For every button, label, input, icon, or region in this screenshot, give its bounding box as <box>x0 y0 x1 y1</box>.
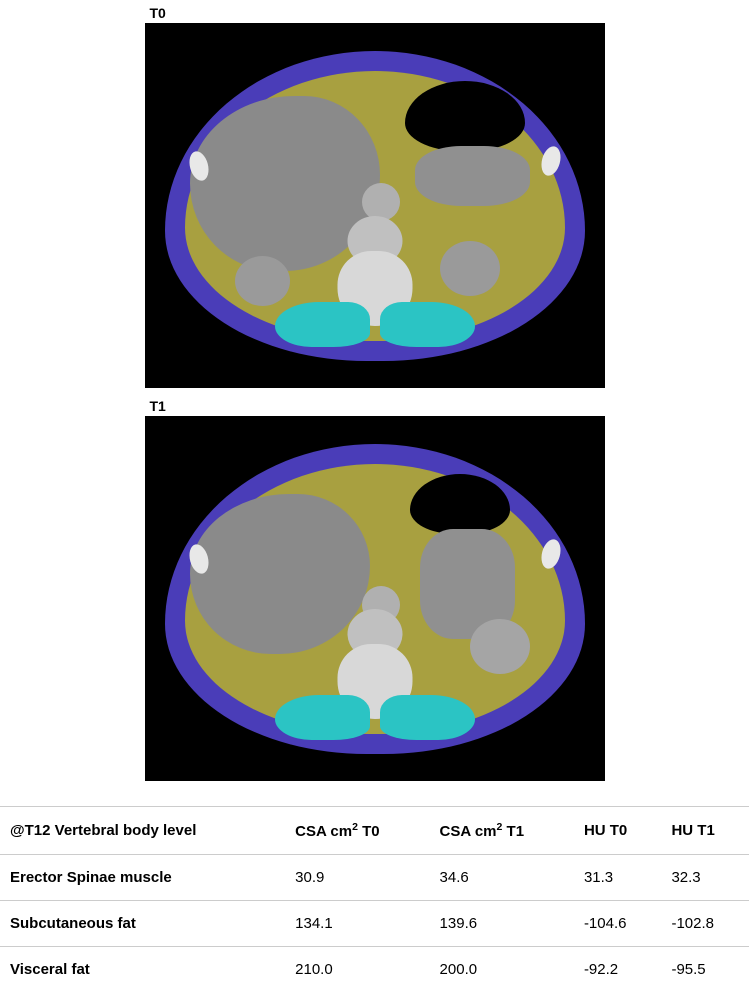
stomach-wall <box>415 146 530 206</box>
erector-spinae-left-overlay <box>275 302 370 347</box>
cell-hu-t0: -92.2 <box>574 947 662 993</box>
cell-hu-t1: 32.3 <box>661 855 749 901</box>
cell-hu-t0: -104.6 <box>574 901 662 947</box>
csa-suffix: T1 <box>502 823 524 840</box>
erector-spinae-left-overlay <box>275 695 370 740</box>
col-header-level: @T12 Vertebral body level <box>0 807 285 855</box>
col-header-csa-t1: CSA cm2 T1 <box>430 807 574 855</box>
ct-body-t1 <box>165 444 585 754</box>
erector-spinae-right-overlay <box>380 302 475 347</box>
cell-csa-t1: 34.6 <box>430 855 574 901</box>
scan-block-t1: T1 <box>145 398 605 781</box>
cell-hu-t1: -102.8 <box>661 901 749 947</box>
ct-scan-t0 <box>145 23 605 388</box>
scan-label-t1: T1 <box>150 398 605 414</box>
cell-csa-t1: 200.0 <box>430 947 574 993</box>
scan-label-t0: T0 <box>150 5 605 21</box>
col-header-csa-t0: CSA cm2 T0 <box>285 807 429 855</box>
table-row: Visceral fat 210.0 200.0 -92.2 -95.5 <box>0 947 749 993</box>
cell-hu-t0: 31.3 <box>574 855 662 901</box>
ct-body-t0 <box>165 51 585 361</box>
kidney-right <box>440 241 500 296</box>
cell-csa-t0: 30.9 <box>285 855 429 901</box>
table-row: Erector Spinae muscle 30.9 34.6 31.3 32.… <box>0 855 749 901</box>
col-header-hu-t1: HU T1 <box>661 807 749 855</box>
cell-csa-t0: 134.1 <box>285 901 429 947</box>
cell-csa-t1: 139.6 <box>430 901 574 947</box>
table-header-row: @T12 Vertebral body level CSA cm2 T0 CSA… <box>0 807 749 855</box>
col-header-hu-t0: HU T0 <box>574 807 662 855</box>
table-row: Subcutaneous fat 134.1 139.6 -104.6 -102… <box>0 901 749 947</box>
scan-block-t0: T0 <box>145 5 605 388</box>
row-label: Subcutaneous fat <box>0 901 285 947</box>
kidney-right <box>470 619 530 674</box>
csa-prefix: CSA cm <box>295 823 352 840</box>
measurements-table: @T12 Vertebral body level CSA cm2 T0 CSA… <box>0 806 749 992</box>
table-body: Erector Spinae muscle 30.9 34.6 31.3 32.… <box>0 855 749 993</box>
cell-hu-t1: -95.5 <box>661 947 749 993</box>
cell-csa-t0: 210.0 <box>285 947 429 993</box>
ct-scan-t1 <box>145 416 605 781</box>
csa-suffix: T0 <box>358 823 380 840</box>
figure-container: T0 T1 <box>0 0 749 806</box>
erector-spinae-right-overlay <box>380 695 475 740</box>
row-label: Erector Spinae muscle <box>0 855 285 901</box>
csa-prefix: CSA cm <box>440 823 497 840</box>
kidney-left <box>235 256 290 306</box>
row-label: Visceral fat <box>0 947 285 993</box>
